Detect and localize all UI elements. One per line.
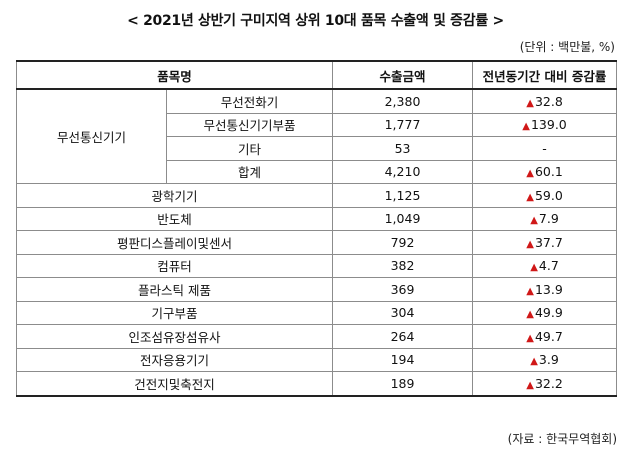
change-cell: ▲13.9 [472, 277, 618, 302]
export-table: 품목명 수출금액 전년동기간 대비 증감률 무선통신기기 무선전화기 2,380… [15, 60, 618, 397]
change-cell: ▲32.8 [472, 88, 618, 114]
change-cell: ▲59.0 [472, 183, 618, 208]
change-cell: ▲49.9 [472, 300, 618, 325]
change-value: 32.8 [534, 93, 563, 109]
up-triangle-icon: ▲ [530, 262, 538, 274]
up-triangle-icon: ▲ [522, 121, 530, 133]
table-row: 기타 53 - [17, 136, 618, 161]
change-value: - [542, 140, 547, 156]
table-row: 광학기기 1,125 ▲59.0 [15, 183, 618, 208]
table-title: < 2021년 상반기 구미지역 상위 10대 품목 수출액 및 증감률 > [127, 13, 504, 29]
export-cell: 792 [332, 230, 474, 255]
table-row: 컴퓨터 382 ▲4.7 [15, 253, 618, 278]
export-cell: 1,777 [332, 112, 474, 137]
item-name-cell: 광학기기 [15, 183, 334, 208]
export-cell: 369 [332, 277, 474, 302]
change-cell: ▲139.0 [472, 112, 618, 137]
up-triangle-icon: ▲ [526, 379, 534, 391]
change-value: 3.9 [538, 352, 559, 368]
up-triangle-icon: ▲ [526, 332, 534, 344]
item-name-cell: 반도체 [15, 206, 334, 231]
up-triangle-icon: ▲ [526, 238, 534, 250]
up-triangle-icon: ▲ [526, 309, 534, 321]
table-row: 평판디스플레이및센서 792 ▲37.7 [15, 230, 618, 255]
export-cell: 2,380 [332, 88, 474, 114]
header-change: 전년동기간 대비 증감률 [472, 60, 618, 90]
table-header-row: 품목명 수출금액 전년동기간 대비 증감률 [15, 60, 618, 90]
export-cell: 53 [332, 136, 474, 161]
sub-item-cell: 무선통신기기부품 [165, 112, 334, 137]
export-cell: 1,125 [332, 183, 474, 208]
change-value: 139.0 [530, 117, 567, 133]
change-value: 4.7 [538, 258, 559, 274]
item-name-cell: 인조섬유장섬유사 [15, 324, 334, 349]
change-value: 32.2 [534, 375, 563, 391]
sub-item-cell: 합계 [165, 159, 334, 184]
change-value: 37.7 [534, 234, 563, 250]
export-cell: 1,049 [332, 206, 474, 231]
table-row: 플라스틱 제품 369 ▲13.9 [15, 277, 618, 302]
up-triangle-icon: ▲ [526, 168, 534, 180]
item-name-cell: 컴퓨터 [15, 253, 334, 278]
change-cell: ▲32.2 [472, 371, 618, 397]
change-value: 59.0 [534, 187, 563, 203]
table-row: 건전지및축전지 189 ▲32.2 [15, 371, 618, 397]
export-cell: 382 [332, 253, 474, 278]
table-row: 반도체 1,049 ▲7.9 [15, 206, 618, 231]
item-name-cell: 건전지및축전지 [15, 371, 334, 397]
table-row: 기구부품 304 ▲49.9 [15, 300, 618, 325]
change-cell: ▲4.7 [472, 253, 618, 278]
change-cell: - [472, 136, 618, 161]
change-value: 60.1 [534, 164, 563, 180]
header-item: 품목명 [15, 60, 334, 90]
source-note: (자료 : 한국무역협회) [507, 432, 617, 446]
table-row: 전자응용기기 194 ▲3.9 [15, 347, 618, 372]
export-cell: 194 [332, 347, 474, 372]
up-triangle-icon: ▲ [530, 215, 538, 227]
change-value: 49.7 [534, 328, 563, 344]
export-cell: 264 [332, 324, 474, 349]
change-value: 49.9 [534, 305, 563, 321]
header-export: 수출금액 [332, 60, 474, 90]
export-cell: 304 [332, 300, 474, 325]
export-cell: 189 [332, 371, 474, 397]
table-row: 인조섬유장섬유사 264 ▲49.7 [15, 324, 618, 349]
change-cell: ▲7.9 [472, 206, 618, 231]
change-cell: ▲3.9 [472, 347, 618, 372]
group-name-cell: 무선통신기기 [16, 88, 167, 184]
item-name-cell: 평판디스플레이및센서 [15, 230, 334, 255]
change-value: 7.9 [538, 211, 559, 227]
change-cell: ▲37.7 [472, 230, 618, 255]
table-row: 무선통신기기부품 1,777 ▲139.0 [17, 112, 618, 137]
sub-item-cell: 기타 [165, 136, 334, 161]
unit-note: (단위 : 백만불, %) [519, 40, 615, 54]
export-cell: 4,210 [332, 159, 474, 184]
item-name-cell: 전자응용기기 [15, 347, 334, 372]
item-name-cell: 기구부품 [15, 300, 334, 325]
up-triangle-icon: ▲ [526, 97, 534, 109]
change-cell: ▲60.1 [472, 159, 618, 184]
item-name-cell: 플라스틱 제품 [15, 277, 334, 302]
change-value: 13.9 [534, 281, 563, 297]
sub-item-cell: 무선전화기 [165, 88, 334, 114]
table-row: 무선통신기기 무선전화기 2,380 ▲32.8 [16, 88, 618, 184]
up-triangle-icon: ▲ [526, 191, 534, 203]
change-cell: ▲49.7 [472, 324, 618, 349]
up-triangle-icon: ▲ [530, 356, 538, 368]
table-row: 합계 4,210 ▲60.1 [17, 159, 618, 184]
up-triangle-icon: ▲ [526, 285, 534, 297]
